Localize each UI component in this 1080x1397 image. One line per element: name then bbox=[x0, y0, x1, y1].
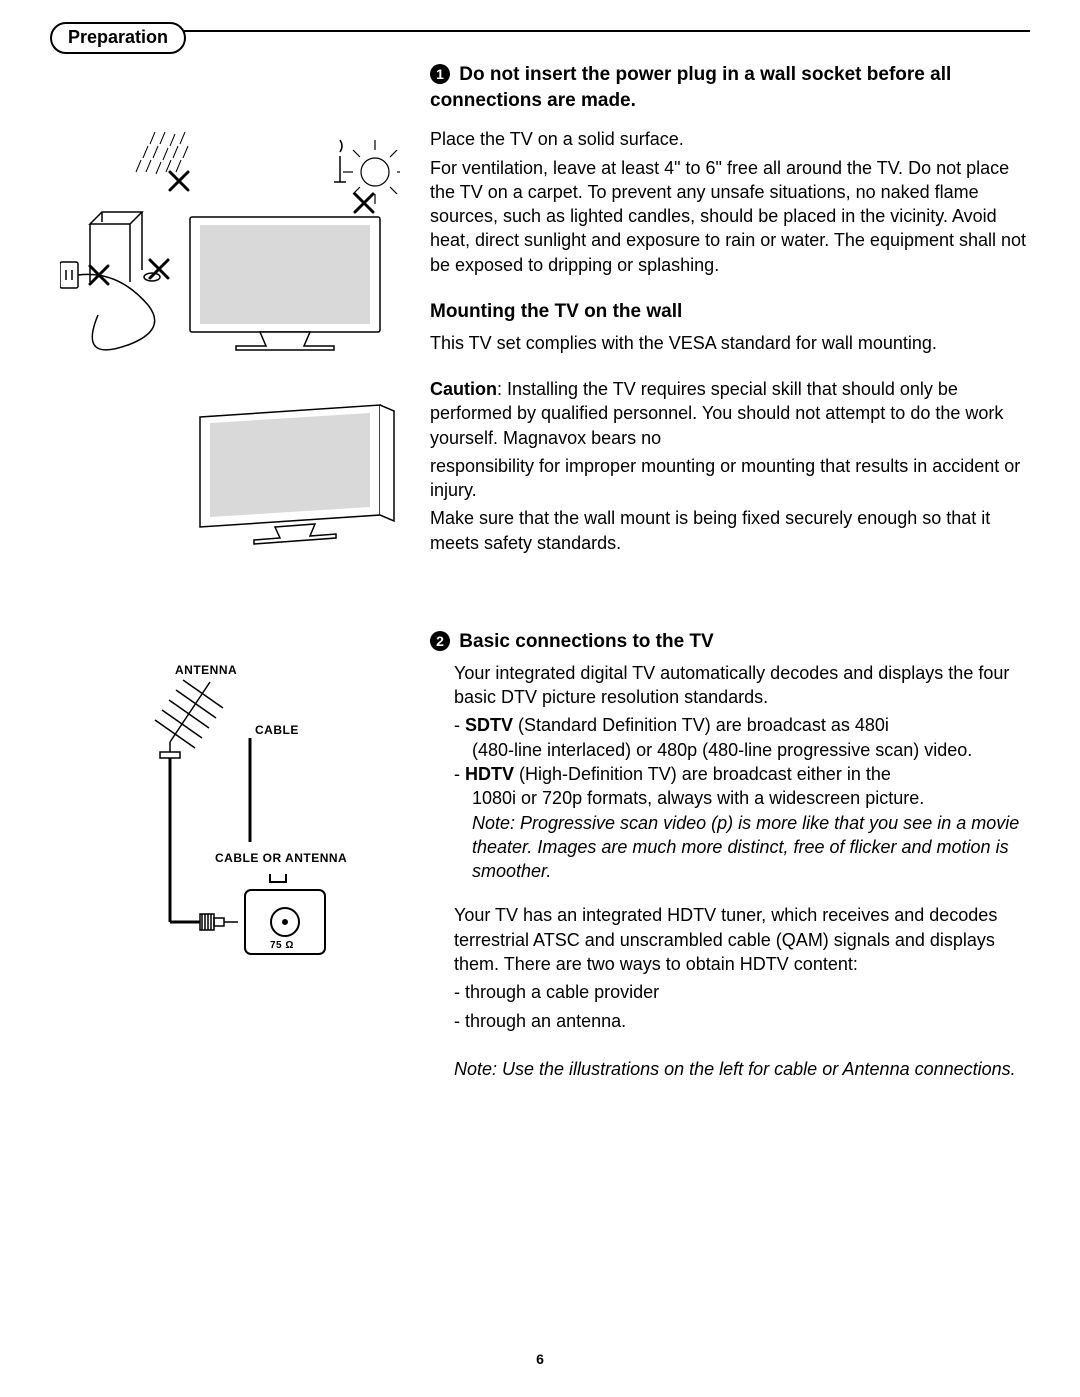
illustration-note: Note: Use the illustrations on the left … bbox=[454, 1057, 1030, 1081]
tv-wallmount-illustration bbox=[190, 397, 400, 547]
caution-text: : Installing the TV requires special ski… bbox=[430, 379, 1003, 448]
progressive-note: Note: Progressive scan video (p) is more… bbox=[454, 811, 1030, 884]
hdtv-line: - HDTV (High-Definition TV) are broadcas… bbox=[454, 762, 1030, 786]
connections-body: Your integrated digital TV automatically… bbox=[430, 661, 1030, 1081]
ohm-label: 75 Ω bbox=[270, 940, 294, 951]
step-2-badge: 2 bbox=[430, 631, 450, 651]
sdtv-label: SDTV bbox=[465, 715, 513, 735]
connections-heading-text: Basic connections to the TV bbox=[459, 631, 713, 652]
placement-line1: Place the TV on a solid surface. bbox=[430, 127, 1030, 151]
hdtv-line2: 1080i or 720p formats, always with a wid… bbox=[454, 786, 1030, 810]
warning-heading: 1 Do not insert the power plug in a wall… bbox=[430, 62, 1030, 113]
sdtv-line: - SDTV (Standard Definition TV) are broa… bbox=[454, 713, 1030, 737]
mounting-p2: responsibility for improper mounting or … bbox=[430, 454, 1030, 503]
step-1-badge: 1 bbox=[430, 64, 450, 84]
connections-intro: Your integrated digital TV automatically… bbox=[454, 661, 1030, 710]
mounting-p3: Make sure that the wall mount is being f… bbox=[430, 506, 1030, 555]
placement-line2: For ventilation, leave at least 4" to 6"… bbox=[430, 156, 1030, 277]
page-number: 6 bbox=[0, 1351, 1080, 1367]
header-rule bbox=[160, 30, 1030, 32]
hdtv-label: HDTV bbox=[465, 764, 514, 784]
preparation-badge: Preparation bbox=[50, 22, 186, 54]
warning-heading-text: Do not insert the power plug in a wall s… bbox=[430, 64, 951, 111]
page-content: ANTENNA CABLE CABLE OR ANTENNA bbox=[50, 62, 1030, 1081]
connections-heading: 2 Basic connections to the TV bbox=[430, 629, 1030, 655]
mounting-caution: Caution: Installing the TV requires spec… bbox=[430, 377, 1030, 450]
text-column: 1 Do not insert the power plug in a wall… bbox=[420, 62, 1030, 1081]
bullet-cable: - through a cable provider bbox=[454, 980, 1030, 1004]
cable-or-antenna-label: CABLE OR ANTENNA bbox=[215, 851, 347, 865]
mounting-p1: This TV set complies with the VESA stand… bbox=[430, 331, 1030, 355]
mounting-heading: Mounting the TV on the wall bbox=[430, 299, 1030, 325]
cable-label: CABLE bbox=[255, 723, 299, 737]
sdtv-line2: (480-line interlaced) or 480p (480-line … bbox=[454, 738, 1030, 762]
illustrations-column: ANTENNA CABLE CABLE OR ANTENNA bbox=[50, 62, 420, 1081]
tv-hazards-illustration bbox=[60, 132, 400, 382]
antenna-label: ANTENNA bbox=[175, 663, 237, 677]
tuner-paragraph: Your TV has an integrated HDTV tuner, wh… bbox=[454, 903, 1030, 976]
antenna-cable-illustration: ANTENNA CABLE CABLE OR ANTENNA bbox=[120, 662, 360, 962]
caution-label: Caution bbox=[430, 379, 497, 399]
bullet-antenna: - through an antenna. bbox=[454, 1009, 1030, 1033]
